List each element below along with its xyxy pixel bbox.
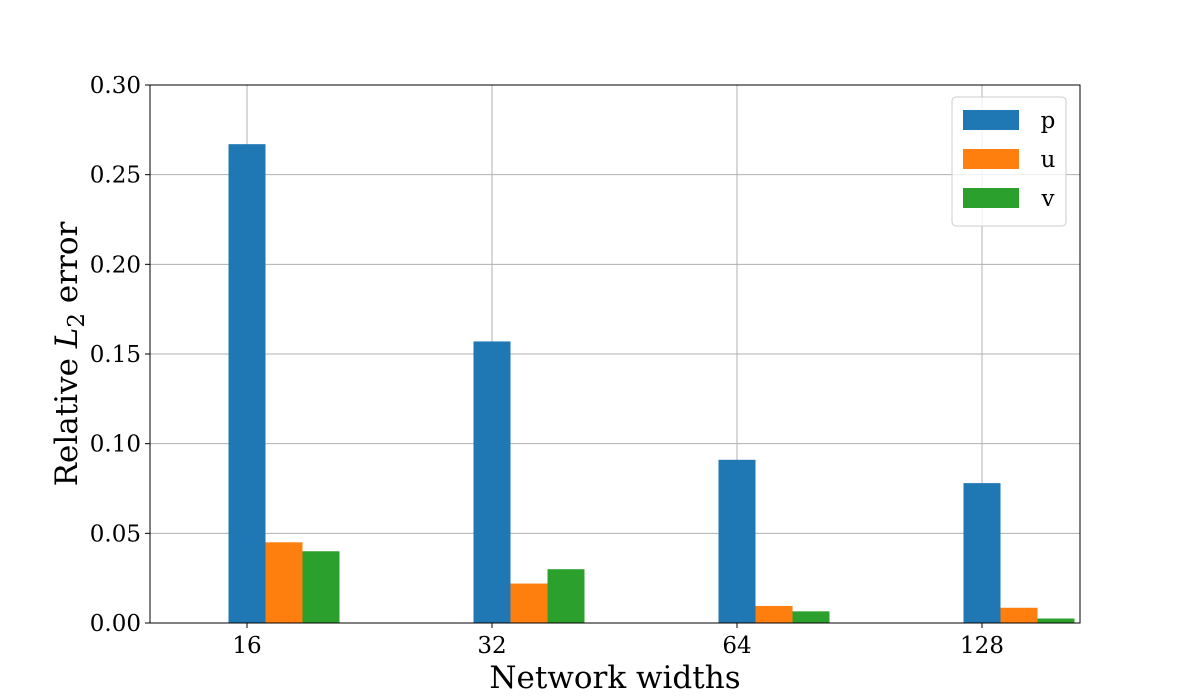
bar-v-32 [547,569,585,623]
y-axis-label-symbol: L [49,328,85,350]
bar-u-32 [510,583,548,623]
bar-v-16 [302,551,340,623]
legend-swatch-v [963,188,1019,208]
y-tick-label: 0.15 [90,342,141,368]
bar-p-32 [473,341,511,623]
y-axis-label-suffix: error [49,221,85,313]
legend: puv [951,96,1067,227]
bar-v-128 [1037,618,1075,623]
bar-p-16 [228,144,266,623]
legend-label-p: p [1041,108,1056,134]
y-tick-label: 0.20 [90,252,141,278]
x-tick-label: 16 [232,633,261,659]
y-axis-ticks: 0.00 0.05 0.10 0.15 0.20 0.25 0.30 [90,73,150,637]
y-axis-label-subscript: 2 [64,313,90,328]
y-tick-label: 0.00 [90,611,141,637]
y-tick-label: 0.30 [90,73,141,99]
bar-u-16 [265,542,303,623]
bar-u-128 [1000,607,1038,623]
y-tick-label: 0.25 [90,163,141,189]
legend-swatch-p [963,110,1019,130]
bar-u-64 [755,605,793,623]
bar-v-64 [792,611,830,623]
y-axis-label: Relative L2 error [49,221,90,486]
legend-label-v: v [1041,186,1055,212]
x-tick-label: 128 [960,633,1004,659]
x-tick-label: 32 [477,633,506,659]
legend-label-u: u [1041,147,1056,173]
x-tick-label: 64 [722,633,751,659]
bar-p-128 [963,483,1001,623]
y-tick-label: 0.10 [90,432,141,458]
x-axis-label: Network widths [489,660,740,696]
y-tick-label: 0.05 [90,521,141,547]
bar-p-64 [718,459,756,623]
x-axis-ticks: 16 32 64 128 [232,623,1004,659]
bars [228,144,1075,623]
legend-swatch-u [963,149,1019,169]
y-axis-label-prefix: Relative [49,348,85,486]
